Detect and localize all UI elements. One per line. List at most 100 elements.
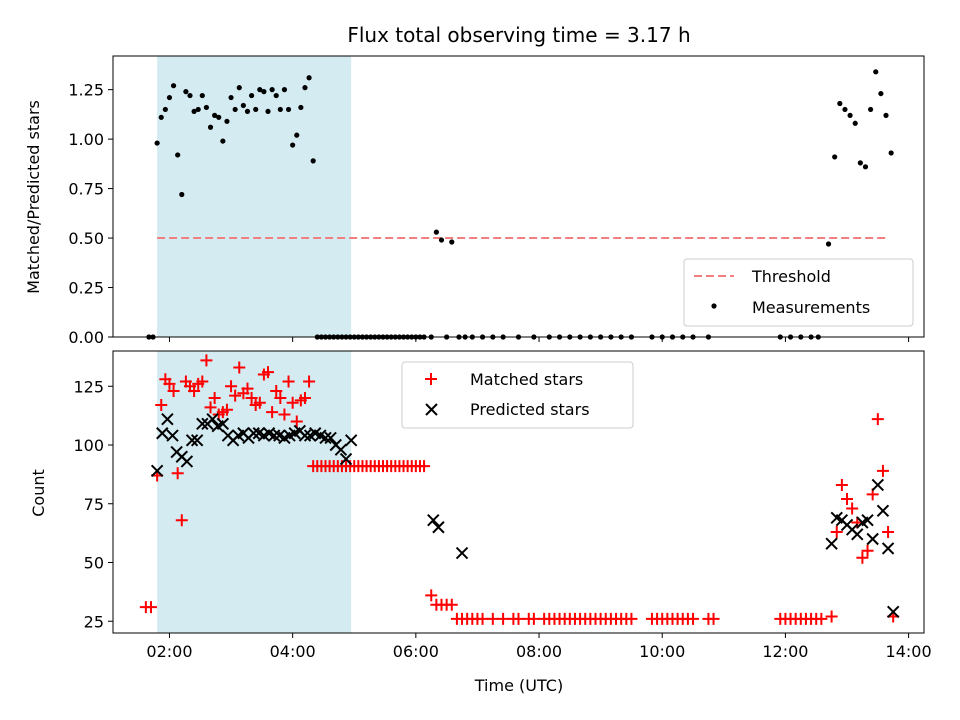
- matched-star-point: [286, 396, 299, 409]
- matched-star-point: [882, 525, 895, 538]
- measurement-point: [837, 100, 843, 107]
- top-panel: 0.00 0.25 0.50 0.75 1.00 1.25 Matched/Predict…: [24, 55, 925, 347]
- matched-star-point: [486, 612, 499, 625]
- matched-star-point: [835, 478, 848, 491]
- measurement-point: [261, 89, 267, 95]
- x-tick-label: 02:00: [146, 642, 192, 661]
- matched-star-point: [856, 551, 869, 564]
- predicted-star-point: [166, 429, 179, 442]
- measurement-point: [170, 83, 177, 89]
- measurement-point: [302, 85, 308, 91]
- matched-star-point: [200, 354, 213, 367]
- y-tick-label: 50: [84, 554, 104, 573]
- measurement-point: [179, 191, 185, 198]
- measurement-point: [888, 150, 894, 156]
- predicted-star-point: [324, 431, 337, 445]
- measurement-point: [191, 108, 197, 115]
- matched-star-point: [274, 392, 287, 404]
- matched-star-point: [175, 514, 188, 527]
- predicted-star-point: [156, 427, 169, 440]
- measurement-point: [873, 69, 879, 75]
- matched-star-point: [861, 544, 874, 557]
- matched-star-point: [225, 380, 238, 393]
- x-tick-label: 08:00: [516, 642, 562, 661]
- predicted-star-point: [339, 452, 353, 466]
- measurement-point: [310, 158, 316, 164]
- predicted-star-point: [825, 537, 838, 550]
- measurement-point: [183, 89, 189, 95]
- chart-title: Flux total observing time = 3.17 h: [347, 23, 690, 47]
- top-y-axis-label: Matched/Predicted stars: [24, 100, 43, 294]
- measurement-point: [224, 118, 230, 124]
- y-tick-label: 100: [73, 436, 104, 455]
- measurement-point: [187, 92, 193, 99]
- matched-star-point: [220, 403, 233, 416]
- measurement-point: [203, 104, 210, 111]
- matched-star-point: [188, 384, 201, 397]
- predicted-star-point: [886, 605, 900, 619]
- measurement-point: [248, 92, 255, 99]
- measurement-point: [154, 140, 160, 146]
- bottom-legend: Matched stars Predicted stars: [401, 361, 634, 429]
- measurement-point: [842, 106, 848, 113]
- matched-star-point: [527, 612, 540, 625]
- legend-threshold-label: Threshold: [751, 267, 831, 286]
- predicted-star-point: [861, 513, 874, 527]
- predicted-star-point: [876, 504, 890, 518]
- matched-star-point: [262, 366, 275, 379]
- matched-star-point: [871, 413, 884, 426]
- matched-star-point: [208, 392, 221, 404]
- predicted-star-point: [851, 528, 864, 541]
- matched-star-point: [278, 408, 291, 421]
- measurement-point: [220, 138, 226, 144]
- predicted-star-point: [150, 464, 164, 478]
- top-shaded-interval: [157, 56, 352, 337]
- matched-star-point: [163, 377, 176, 390]
- legend-predicted-label: Predicted stars: [470, 400, 590, 419]
- matched-star-point: [497, 612, 510, 625]
- measurement-point: [244, 108, 251, 115]
- matched-star-point: [625, 612, 638, 625]
- matched-star-point: [687, 612, 700, 625]
- legend-matched-marker: [425, 373, 437, 385]
- measurement-point: [269, 87, 275, 93]
- top-legend-box: [683, 258, 914, 327]
- top-x-ticks: [168, 337, 910, 342]
- measurement-point: [862, 164, 869, 170]
- bottom-x-ticks: 02:00 04:00 06:00 08:00 10:00 12:00 14:00: [146, 633, 932, 661]
- bottom-legend-box: [401, 361, 634, 429]
- predicted-star-point: [247, 427, 260, 440]
- measurement-point: [883, 112, 889, 118]
- matched-star-point: [815, 612, 828, 625]
- predicted-star-point: [267, 429, 281, 442]
- predicted-star-point: [427, 513, 440, 527]
- measurement-point: [158, 114, 164, 120]
- measurement-point: [433, 229, 439, 235]
- measurement-point: [207, 124, 214, 130]
- matched-star-point: [167, 384, 180, 397]
- matched-star-point: [846, 502, 859, 515]
- matched-star-point: [825, 610, 838, 623]
- measurement-point: [166, 94, 173, 101]
- y-tick-label: 0.25: [68, 279, 104, 298]
- measurement-point: [212, 112, 218, 118]
- measurement-point: [175, 152, 181, 158]
- top-y-ticks: 0.00 0.25 0.50 0.75 1.00 1.25: [68, 81, 113, 347]
- legend-measurements-dot: [711, 303, 717, 309]
- predicted-star-point: [455, 546, 469, 560]
- measurement-point: [195, 106, 201, 113]
- matched-star-point: [270, 384, 283, 397]
- matched-star-point: [233, 361, 246, 374]
- legend-predicted-marker: [425, 403, 438, 416]
- matched-star-point: [253, 396, 266, 409]
- bottom-y-axis-label: Count: [29, 469, 48, 517]
- y-tick-label: 0.50: [68, 229, 104, 248]
- predicted-star-point: [190, 434, 204, 447]
- measurement-point: [857, 160, 863, 166]
- y-tick-label: 0.00: [68, 328, 104, 347]
- matched-star-point: [512, 612, 525, 625]
- matched-star-point: [266, 406, 279, 419]
- y-tick-label: 75: [84, 495, 104, 514]
- matched-star-point: [298, 392, 311, 404]
- predicted-star-point: [185, 434, 199, 447]
